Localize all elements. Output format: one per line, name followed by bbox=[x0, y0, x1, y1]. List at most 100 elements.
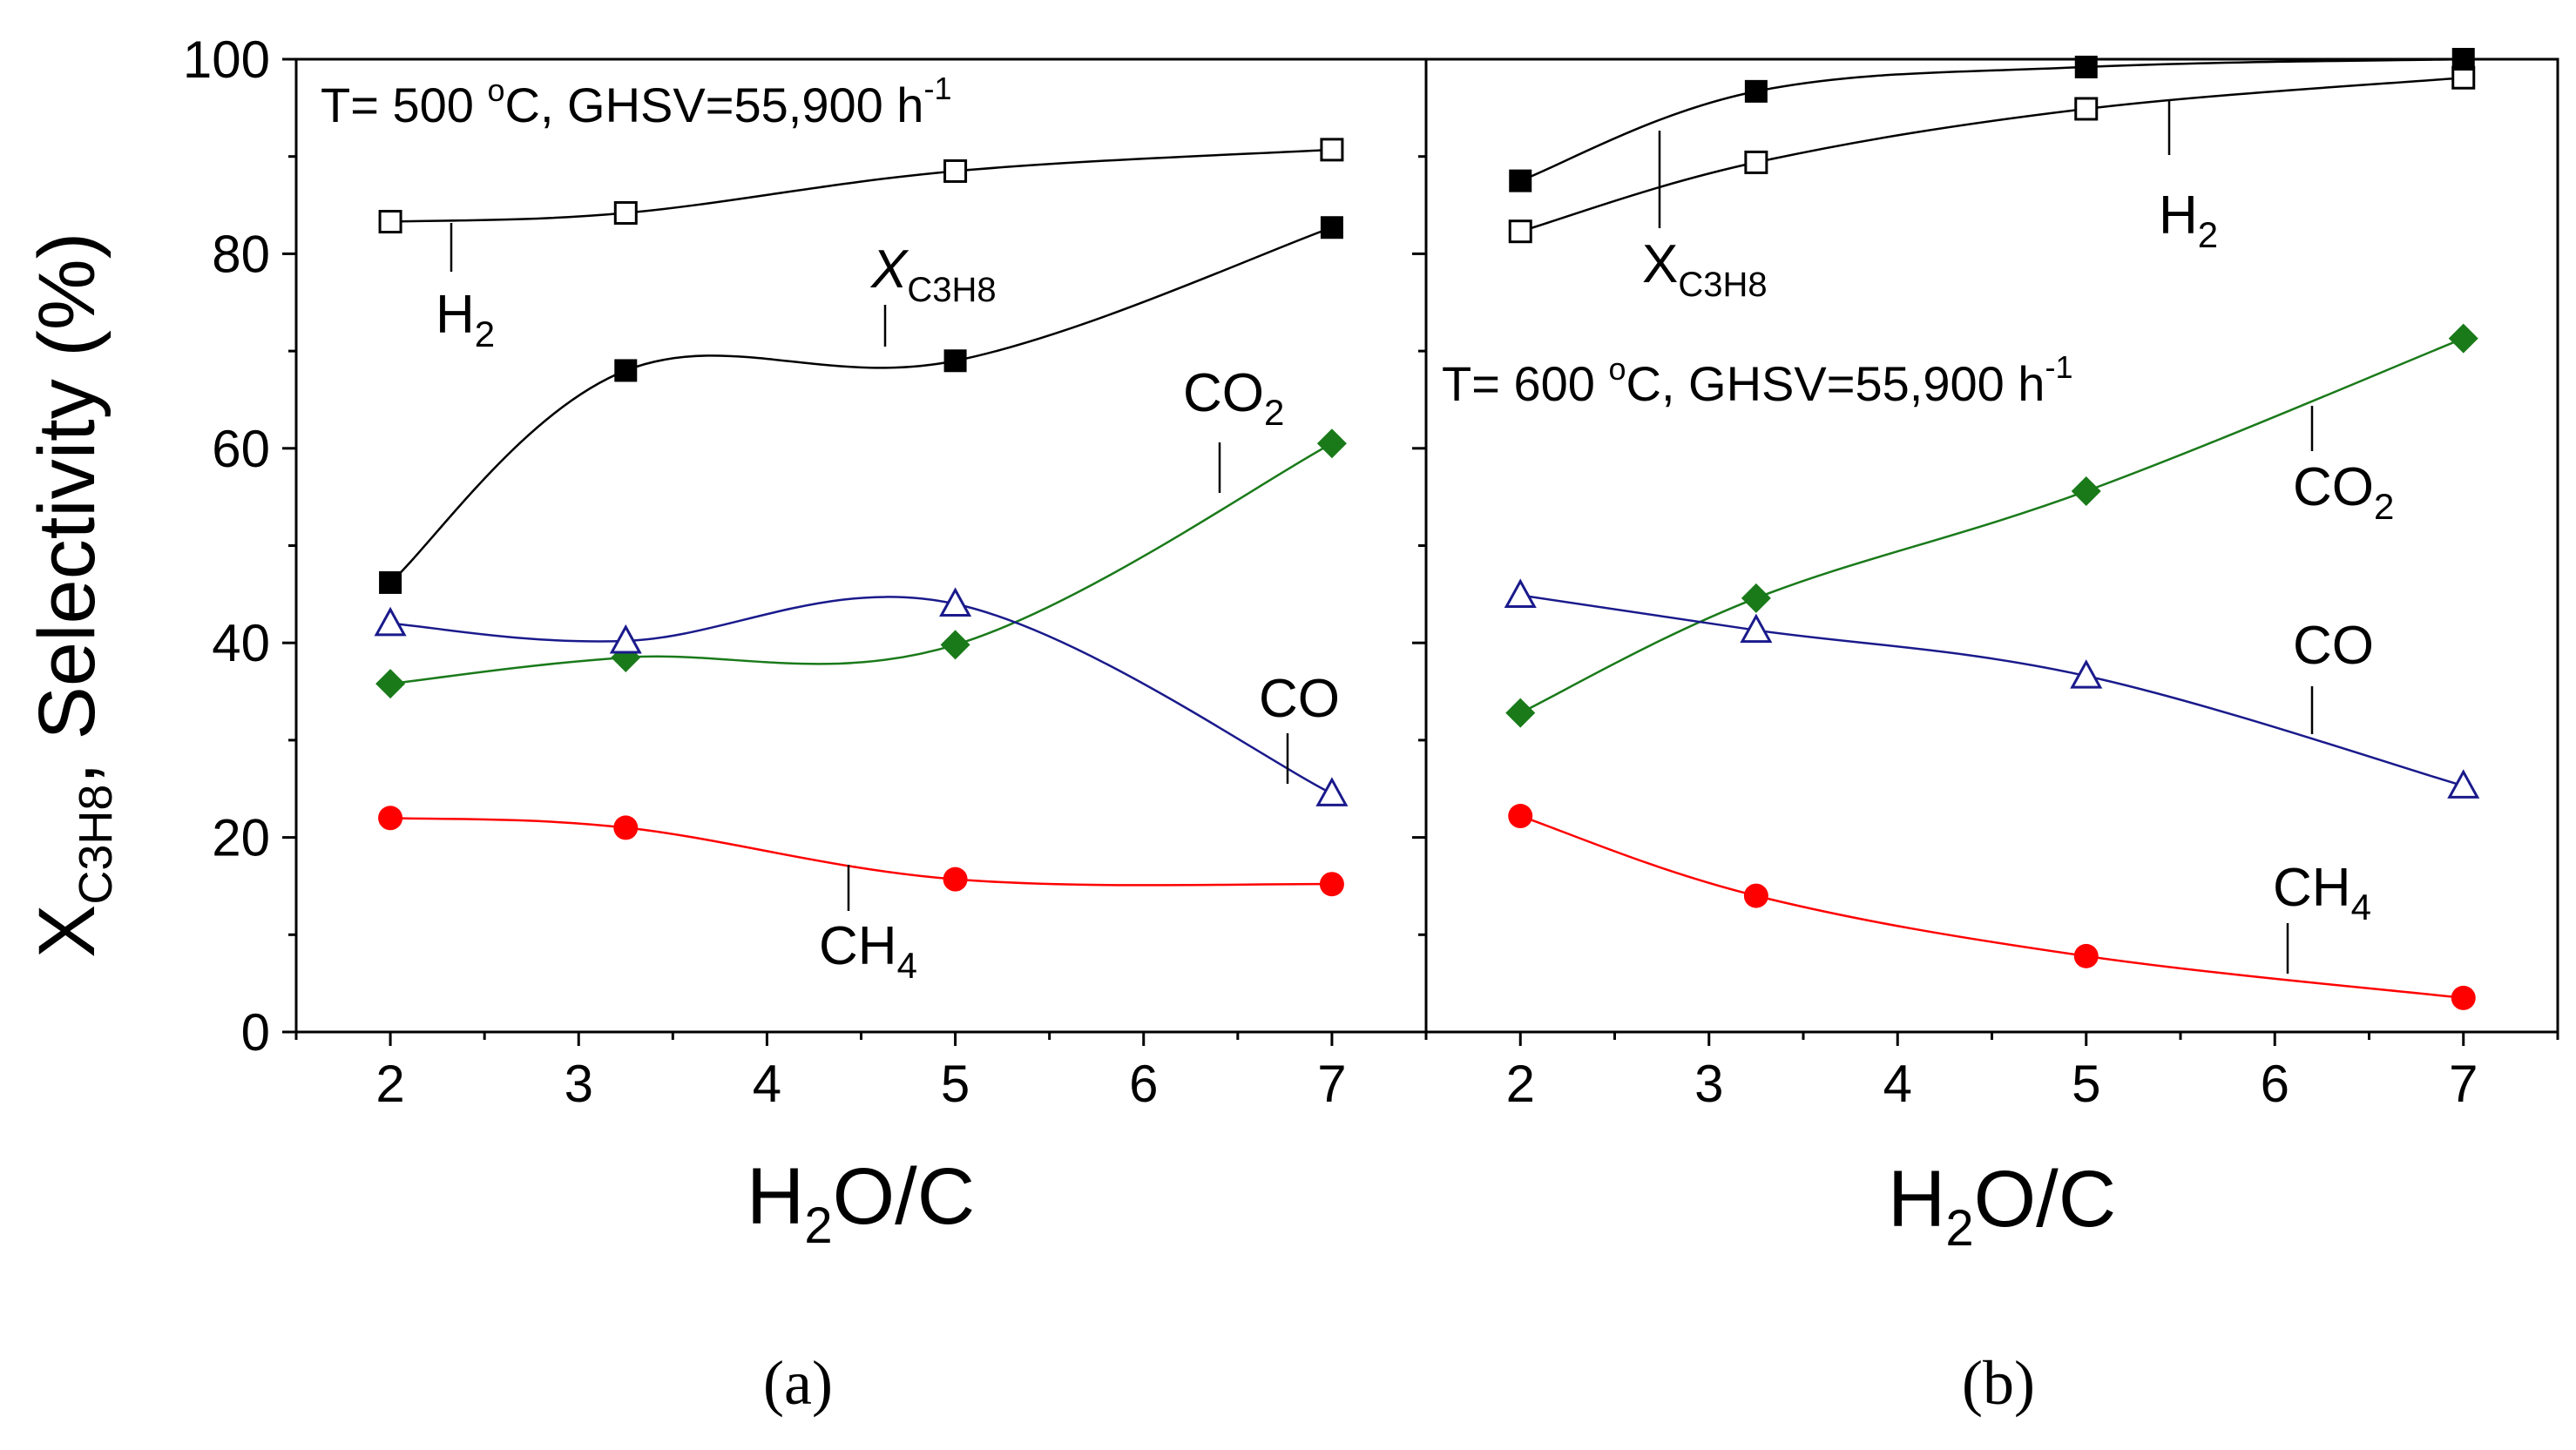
panel-a-x-tick-label: 6 bbox=[1129, 1055, 1158, 1113]
panel-a-point-co2 bbox=[940, 630, 970, 660]
panel-a-label-xc3h8-sub: C3H8 bbox=[907, 271, 996, 309]
panel-b-caption: (b) bbox=[1962, 1348, 2035, 1418]
panel-a-point-h2 bbox=[943, 158, 968, 183]
y-axis-label-rest: , Selectivity (%) bbox=[23, 233, 112, 785]
panel-a-point-co bbox=[1315, 777, 1349, 806]
panel-a-label-co: CO bbox=[1259, 669, 1340, 729]
panel-b-point-ch4 bbox=[1508, 804, 1533, 829]
panel-b-label-co2-sub: 2 bbox=[2374, 486, 2394, 527]
panel-a-label-ch4-main: CH bbox=[819, 916, 897, 976]
panel-a-point-co bbox=[609, 624, 642, 654]
panel-a-x-axis-label-sub: 2 bbox=[804, 1197, 832, 1254]
panel-b-label-h2-main: H bbox=[2159, 185, 2198, 246]
panel-a-label-co-main: CO bbox=[1259, 669, 1340, 729]
panel-b-label-ch4-sub: 4 bbox=[2351, 887, 2371, 927]
panel-b-label-co-main: CO bbox=[2293, 616, 2374, 676]
y-axis-label: XC3H8, Selectivity (%) bbox=[23, 233, 122, 958]
panel-a-point-xc3h8 bbox=[614, 359, 638, 382]
panel-a: 2 3 4 5 6 7 0 20 40 60 80 100 T= 500 oC, GHSV=55,90… bbox=[183, 30, 1428, 1418]
panel-b-condition-rest: C, GHSV=55,900 h bbox=[1626, 356, 2045, 411]
panel-a-y-tick-label: 0 bbox=[241, 1003, 270, 1062]
panel-b-x-axis-label-sub: 2 bbox=[1945, 1200, 1973, 1257]
panel-b-ticks: 2 3 4 5 6 7 bbox=[1412, 57, 2559, 1113]
panel-a-condition-rest: C, GHSV=55,900 h bbox=[505, 78, 924, 132]
panel-b-point-co bbox=[1504, 578, 1537, 608]
panel-b-point-co bbox=[2070, 659, 2103, 689]
panel-b-point-co2 bbox=[2448, 323, 2478, 354]
panel-a-point-xc3h8 bbox=[943, 349, 967, 373]
panel-a-point-ch4 bbox=[378, 806, 403, 831]
panel-b-point-co bbox=[2447, 769, 2480, 799]
y-axis-label-main: X bbox=[23, 905, 112, 958]
panel-b-label-co: CO bbox=[2293, 616, 2374, 676]
panel-b-x-axis-label-main: H bbox=[1888, 1155, 1945, 1244]
panel-a-line-ch4 bbox=[390, 817, 1332, 887]
panel-a-y-tick-label: 100 bbox=[183, 30, 270, 89]
panel-b-point-h2 bbox=[1744, 150, 1768, 174]
panel-b-condition-temp-sup: o bbox=[1608, 351, 1626, 387]
panel-a-caption: (a) bbox=[763, 1348, 833, 1418]
panel-a-label-h2: H2 bbox=[436, 285, 495, 354]
panel-b-x-tick-label: 6 bbox=[2261, 1055, 2289, 1113]
panel-b-label-ch4-main: CH bbox=[2273, 858, 2351, 918]
panel-b-line-h2 bbox=[1519, 76, 2464, 233]
panel-a-line-h2 bbox=[390, 148, 1332, 223]
panel-a-y-tick-label: 40 bbox=[212, 614, 270, 672]
panel-a-line-xc3h8 bbox=[389, 226, 1333, 583]
panel-b-point-co2 bbox=[1741, 583, 1771, 613]
panel-b-plot-area bbox=[1504, 48, 2480, 1010]
panel-a-point-co bbox=[374, 606, 407, 637]
panel-b-point-h2 bbox=[2074, 97, 2099, 121]
panel-a-x-axis-label: H2O/C bbox=[747, 1152, 975, 1254]
panel-a-label-co2: CO2 bbox=[1183, 363, 1284, 433]
panel-a-label-co2-sub: 2 bbox=[1264, 392, 1284, 433]
panel-b-point-xc3h8 bbox=[2451, 48, 2475, 71]
panel-a-point-xc3h8 bbox=[1320, 216, 1343, 239]
panel-a-y-tick-label: 20 bbox=[212, 809, 270, 867]
panel-a-label-ch4: CH4 bbox=[819, 916, 917, 986]
panel-b-condition: T= 600 oC, GHSV=55,900 h-1 bbox=[1442, 349, 2072, 411]
panel-b-line-co bbox=[1520, 594, 2464, 787]
panel-a-label-xc3h8: XC3H8 bbox=[869, 239, 997, 309]
panel-b-line-ch4 bbox=[1519, 814, 2464, 1000]
panel-a-condition: T= 500 oC, GHSV=55,900 h-1 bbox=[321, 71, 951, 132]
panel-a-point-xc3h8 bbox=[379, 570, 402, 594]
panel-b-x-tick-label: 7 bbox=[2449, 1055, 2478, 1113]
panel-a-point-h2 bbox=[613, 200, 638, 225]
panel-b-label-h2: H2 bbox=[2159, 185, 2218, 255]
panel-b-point-h2 bbox=[2451, 65, 2476, 90]
panel-b-condition-ghsv-sup: -1 bbox=[2045, 349, 2072, 385]
panel-b-label-h2-sub: 2 bbox=[2198, 214, 2218, 255]
panel-b-line-co2 bbox=[1519, 337, 2464, 714]
panel-a-x-tick-label: 4 bbox=[753, 1055, 781, 1113]
panel-a-ticks: 2 3 4 5 6 7 0 20 40 60 80 100 bbox=[183, 30, 1428, 1113]
panel-b-point-xc3h8 bbox=[2074, 55, 2098, 78]
panel-a-label-h2-main: H bbox=[436, 285, 475, 345]
panel-a-condition-temp-sup: o bbox=[487, 72, 504, 108]
panel-b-x-tick-label: 4 bbox=[1883, 1055, 1912, 1113]
panel-b-x-tick-label: 3 bbox=[1694, 1055, 1723, 1113]
panel-a-x-tick-label: 2 bbox=[375, 1055, 404, 1113]
panel-a-point-co2 bbox=[375, 669, 406, 699]
panel-b-point-ch4 bbox=[2073, 943, 2099, 968]
panel-a-point-co2 bbox=[1316, 428, 1347, 459]
panel-b-point-co2 bbox=[2071, 475, 2101, 506]
panel-b-point-xc3h8 bbox=[1744, 79, 1768, 103]
panel-b-label-co2-main: CO bbox=[2293, 457, 2374, 517]
panel-b-point-xc3h8 bbox=[1509, 169, 1532, 192]
panel-a-x-tick-label: 5 bbox=[941, 1055, 970, 1113]
panel-b-x-tick-label: 5 bbox=[2072, 1055, 2100, 1113]
panel-b-point-co2 bbox=[1505, 698, 1536, 728]
panel-a-label-h2-sub: 2 bbox=[475, 314, 495, 354]
panel-b-point-ch4 bbox=[1743, 883, 1768, 908]
panel-b-label-xc3h8-main: X bbox=[1642, 234, 1678, 294]
panel-a-line-co bbox=[389, 596, 1333, 795]
panel-a-line-co2 bbox=[389, 442, 1333, 685]
panel-a-point-ch4 bbox=[613, 815, 639, 840]
panel-b-plot-frame bbox=[1424, 57, 2559, 1034]
panel-b-x-axis-label-rest: O/C bbox=[1974, 1155, 2117, 1244]
panel-a-x-axis-label-rest: O/C bbox=[833, 1152, 976, 1241]
panel-a-point-ch4 bbox=[943, 867, 968, 892]
panel-b-label-ch4: CH4 bbox=[2273, 858, 2371, 927]
